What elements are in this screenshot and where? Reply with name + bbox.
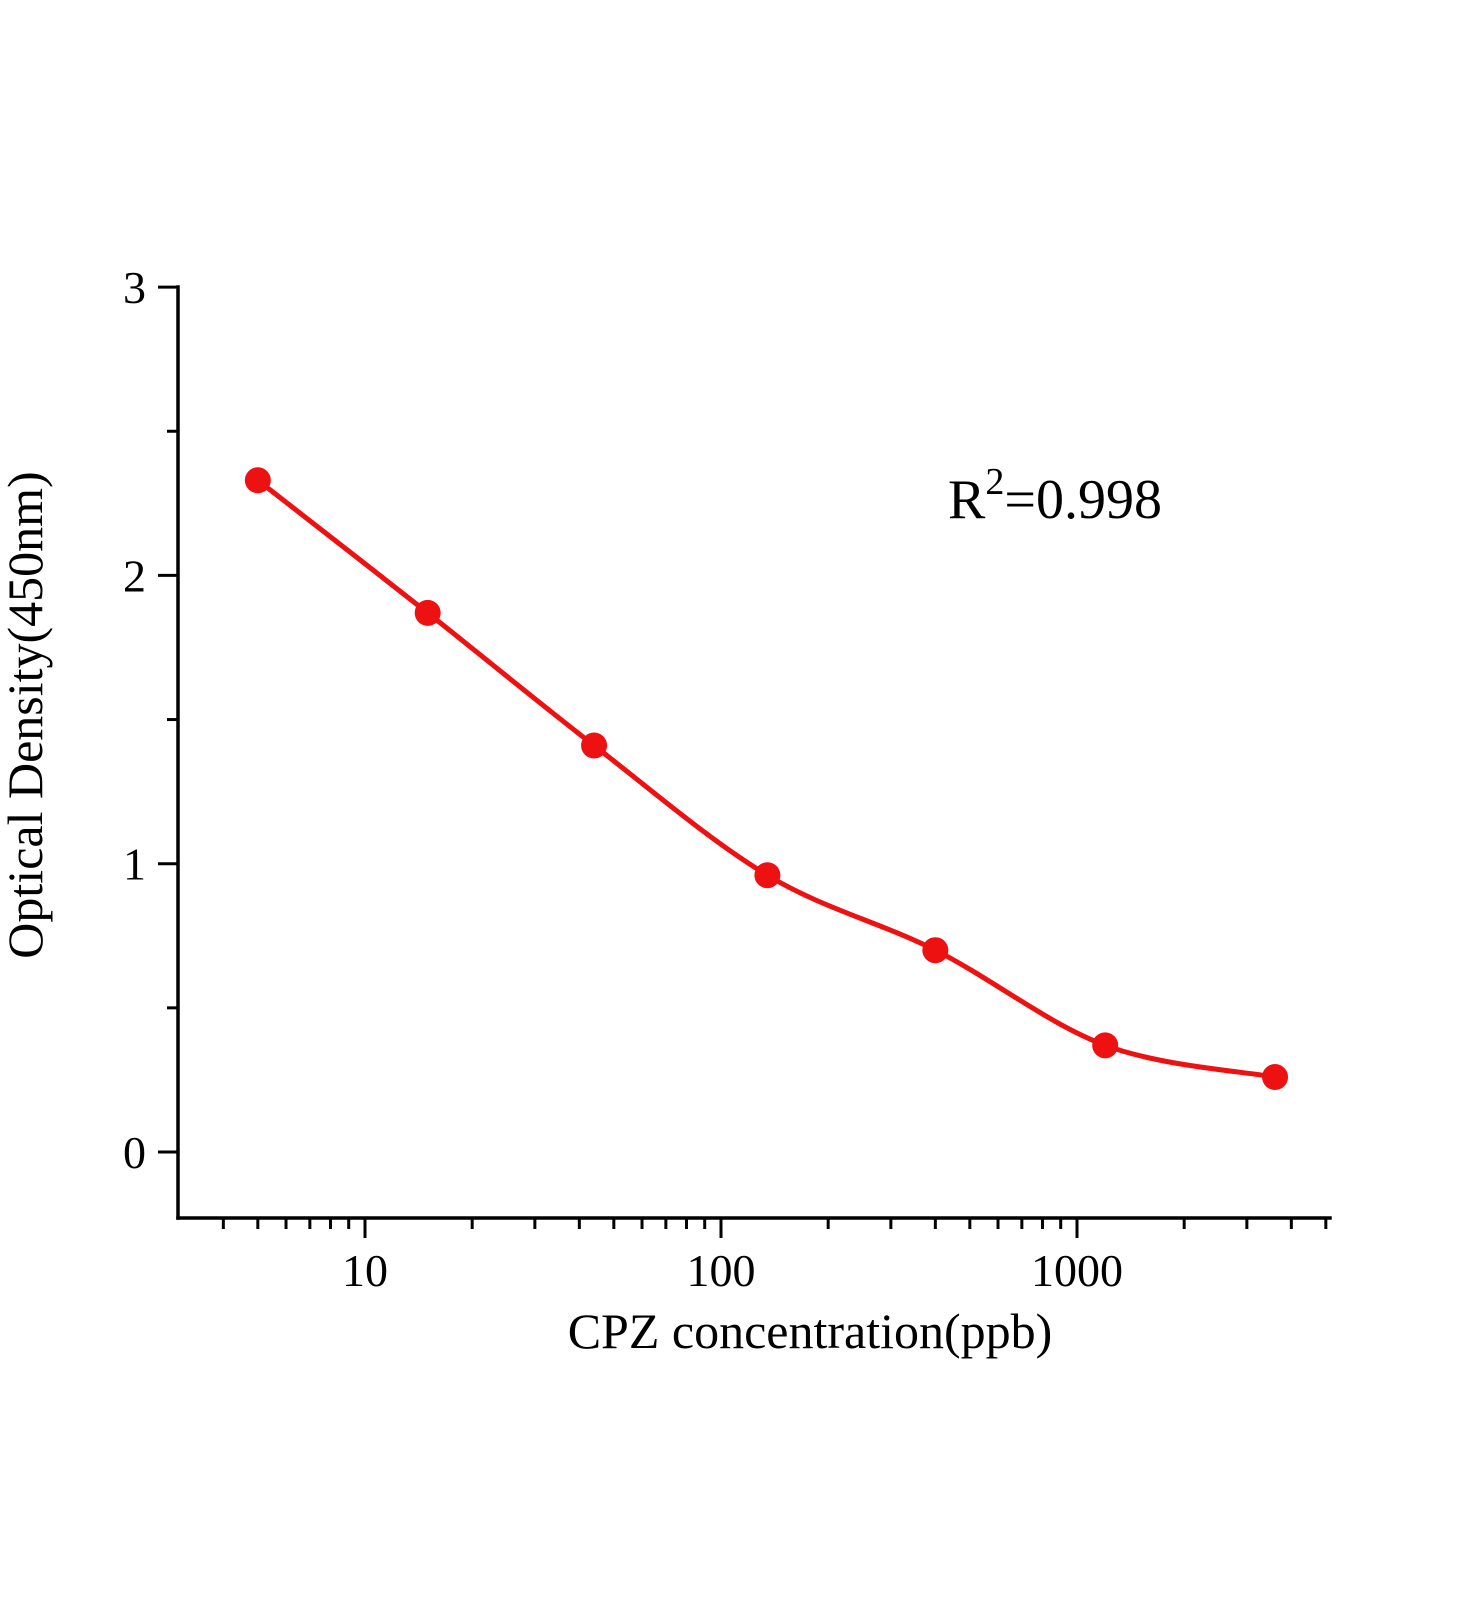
y-axis-label: Optical Density(450nm) <box>0 471 53 958</box>
data-point <box>244 467 271 494</box>
y-tick-label: 3 <box>123 262 146 313</box>
plot-area: 10 100 1000 0 1 2 3 <box>123 262 1328 1296</box>
x-tick-label: 100 <box>687 1245 756 1296</box>
data-point <box>754 862 781 889</box>
data-point <box>922 937 949 964</box>
y-tick-label: 1 <box>123 839 146 890</box>
y-tick-label: 2 <box>123 550 146 601</box>
data-point <box>414 599 441 626</box>
annotation-superscript: 2 <box>985 461 1004 503</box>
data-point <box>1262 1064 1289 1091</box>
data-point <box>581 732 608 759</box>
data-point <box>1092 1032 1119 1059</box>
annotation-base: R <box>948 469 986 531</box>
x-tick-label: 10 <box>342 1245 388 1296</box>
r-squared-annotation: R2=0.998 <box>948 461 1162 531</box>
y-tick-label: 0 <box>123 1127 146 1178</box>
x-axis-label: CPZ concentration(ppb) <box>568 1303 1053 1359</box>
annotation-rest: =0.998 <box>1004 469 1162 531</box>
x-tick-label: 1000 <box>1031 1245 1123 1296</box>
fitted-curve <box>255 477 1278 1080</box>
